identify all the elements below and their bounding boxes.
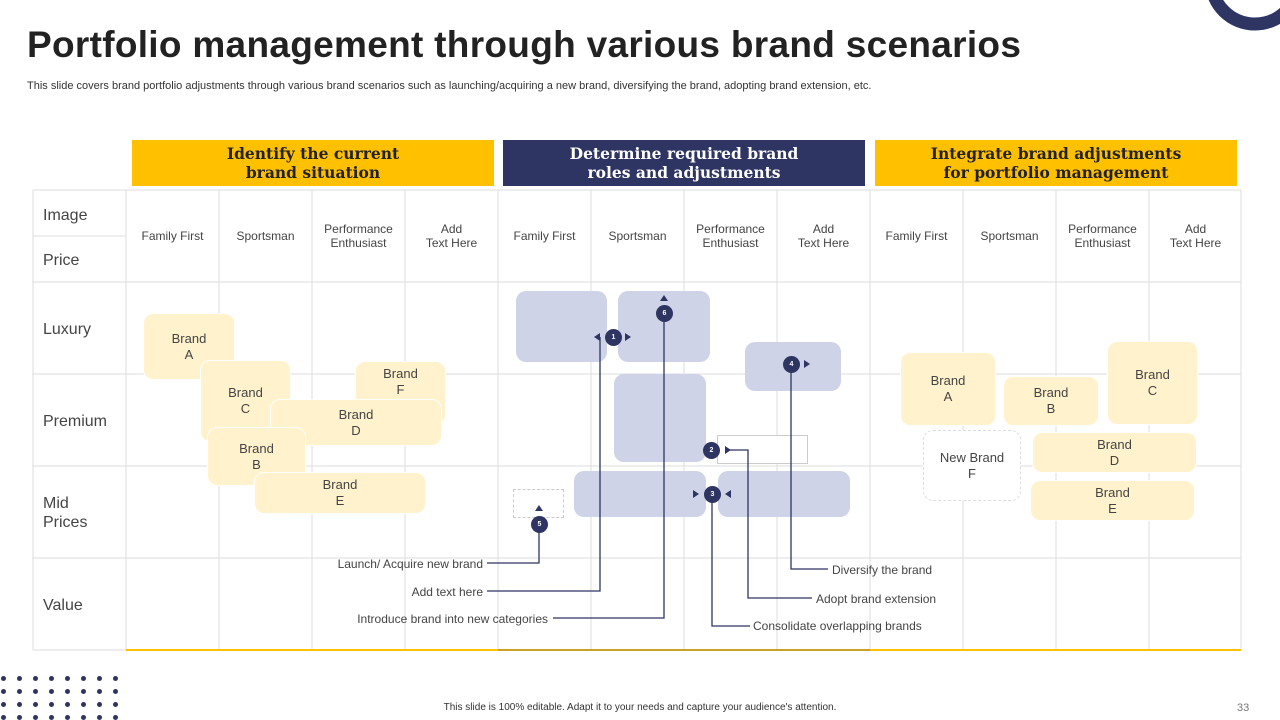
dot bbox=[113, 676, 118, 681]
dot bbox=[97, 702, 102, 707]
dot bbox=[17, 689, 22, 694]
scenario-box bbox=[516, 291, 607, 362]
decorative-ring bbox=[1208, 0, 1280, 31]
dot bbox=[65, 689, 70, 694]
connector-6 bbox=[553, 313, 665, 619]
brand-a-integrated: Brand A bbox=[900, 352, 996, 426]
dot bbox=[81, 676, 86, 681]
dot bbox=[33, 715, 38, 720]
connector-4 bbox=[790, 364, 828, 570]
dot bbox=[49, 702, 54, 707]
dot bbox=[33, 689, 38, 694]
dot bbox=[113, 715, 118, 720]
dot bbox=[1, 689, 6, 694]
marker-5: 5 bbox=[531, 516, 548, 533]
dot bbox=[81, 689, 86, 694]
callout-introduce: Introduce brand into new categories bbox=[357, 612, 548, 626]
arrow-left-icon bbox=[725, 490, 731, 498]
page-number: 33 bbox=[1237, 702, 1250, 714]
dot bbox=[17, 702, 22, 707]
row-label-luxury: Luxury bbox=[43, 321, 92, 338]
row-label-premium: Premium bbox=[43, 413, 108, 430]
marker-2: 2 bbox=[703, 442, 720, 459]
column-header: Sportsman bbox=[980, 229, 1039, 243]
brand-c-integrated: Brand C bbox=[1107, 341, 1198, 425]
dot bbox=[1, 715, 6, 720]
axis-image-label: Image bbox=[43, 207, 88, 224]
header-identify: Identify the current brand situation bbox=[132, 140, 494, 186]
column-header: Add Text Here bbox=[797, 222, 850, 250]
axis-price-label: Price bbox=[43, 252, 80, 269]
dot bbox=[97, 689, 102, 694]
column-header: Family First bbox=[513, 229, 576, 243]
marker-4: 4 bbox=[783, 356, 800, 373]
arrow-right-icon bbox=[725, 446, 731, 454]
column-header: Sportsman bbox=[608, 229, 667, 243]
callout-launch: Launch/ Acquire new brand bbox=[337, 557, 483, 571]
dot bbox=[49, 715, 54, 720]
brand-e-current: Brand E bbox=[254, 472, 426, 514]
marker-1: 1 bbox=[605, 329, 622, 346]
connector-3 bbox=[711, 494, 750, 627]
brand-a-current: Brand A bbox=[143, 313, 235, 380]
new-brand-f-integrated: New Brand F bbox=[923, 430, 1021, 501]
dot bbox=[97, 715, 102, 720]
callout-add-text: Add text here bbox=[411, 585, 483, 599]
dot bbox=[1, 702, 6, 707]
arrow-up-icon bbox=[660, 295, 668, 301]
brand-e-integrated: Brand E bbox=[1030, 480, 1195, 521]
dot bbox=[81, 702, 86, 707]
column-header: Performance Enthusiast bbox=[696, 222, 765, 250]
row-label-mid-prices: Mid Prices bbox=[43, 495, 88, 531]
column-header: Performance Enthusiast bbox=[1068, 222, 1137, 250]
arrow-left-icon bbox=[594, 333, 600, 341]
dot bbox=[113, 689, 118, 694]
header-integrate: Integrate brand adjustments for portfoli… bbox=[875, 140, 1237, 186]
dot bbox=[49, 689, 54, 694]
brand-d-integrated: Brand D bbox=[1032, 432, 1197, 473]
callout-extension: Adopt brand extension bbox=[816, 592, 937, 606]
dot bbox=[81, 715, 86, 720]
callout-consolidate: Consolidate overlapping brands bbox=[753, 619, 922, 633]
page-title: Portfolio management through various bra… bbox=[27, 24, 1022, 65]
dot bbox=[33, 676, 38, 681]
arrow-right-icon bbox=[804, 360, 810, 368]
dot bbox=[1, 676, 6, 681]
arrow-right-icon bbox=[693, 490, 699, 498]
column-header: Sportsman bbox=[236, 229, 295, 243]
dot bbox=[17, 676, 22, 681]
footer-note: This slide is 100% editable. Adapt it to… bbox=[443, 702, 837, 713]
arrow-up-icon bbox=[535, 505, 543, 511]
scenario-box bbox=[574, 471, 706, 517]
marker-3: 3 bbox=[704, 486, 721, 503]
brand-b-integrated: Brand B bbox=[1003, 376, 1099, 426]
connector-1 bbox=[487, 337, 601, 592]
column-header: Add Text Here bbox=[425, 222, 478, 250]
column-header: Family First bbox=[141, 229, 204, 243]
dot bbox=[65, 702, 70, 707]
connector-2 bbox=[727, 449, 812, 599]
marker-6: 6 bbox=[656, 305, 673, 322]
arrow-right-icon bbox=[625, 333, 631, 341]
page-subtitle: This slide covers brand portfolio adjust… bbox=[27, 80, 872, 92]
dot bbox=[65, 676, 70, 681]
dot bbox=[113, 702, 118, 707]
callout-diversify: Diversify the brand bbox=[832, 563, 933, 577]
dot bbox=[33, 702, 38, 707]
scenario-box bbox=[614, 374, 706, 462]
scenario-box bbox=[718, 471, 850, 517]
dot bbox=[17, 715, 22, 720]
header-determine: Determine required brand roles and adjus… bbox=[503, 140, 865, 186]
column-header: Family First bbox=[885, 229, 948, 243]
dot bbox=[97, 676, 102, 681]
connector-5 bbox=[487, 530, 540, 564]
column-header: Add Text Here bbox=[1169, 222, 1222, 250]
dot bbox=[65, 715, 70, 720]
row-label-value: Value bbox=[43, 597, 83, 614]
dot bbox=[49, 676, 54, 681]
column-header: Performance Enthusiast bbox=[324, 222, 393, 250]
